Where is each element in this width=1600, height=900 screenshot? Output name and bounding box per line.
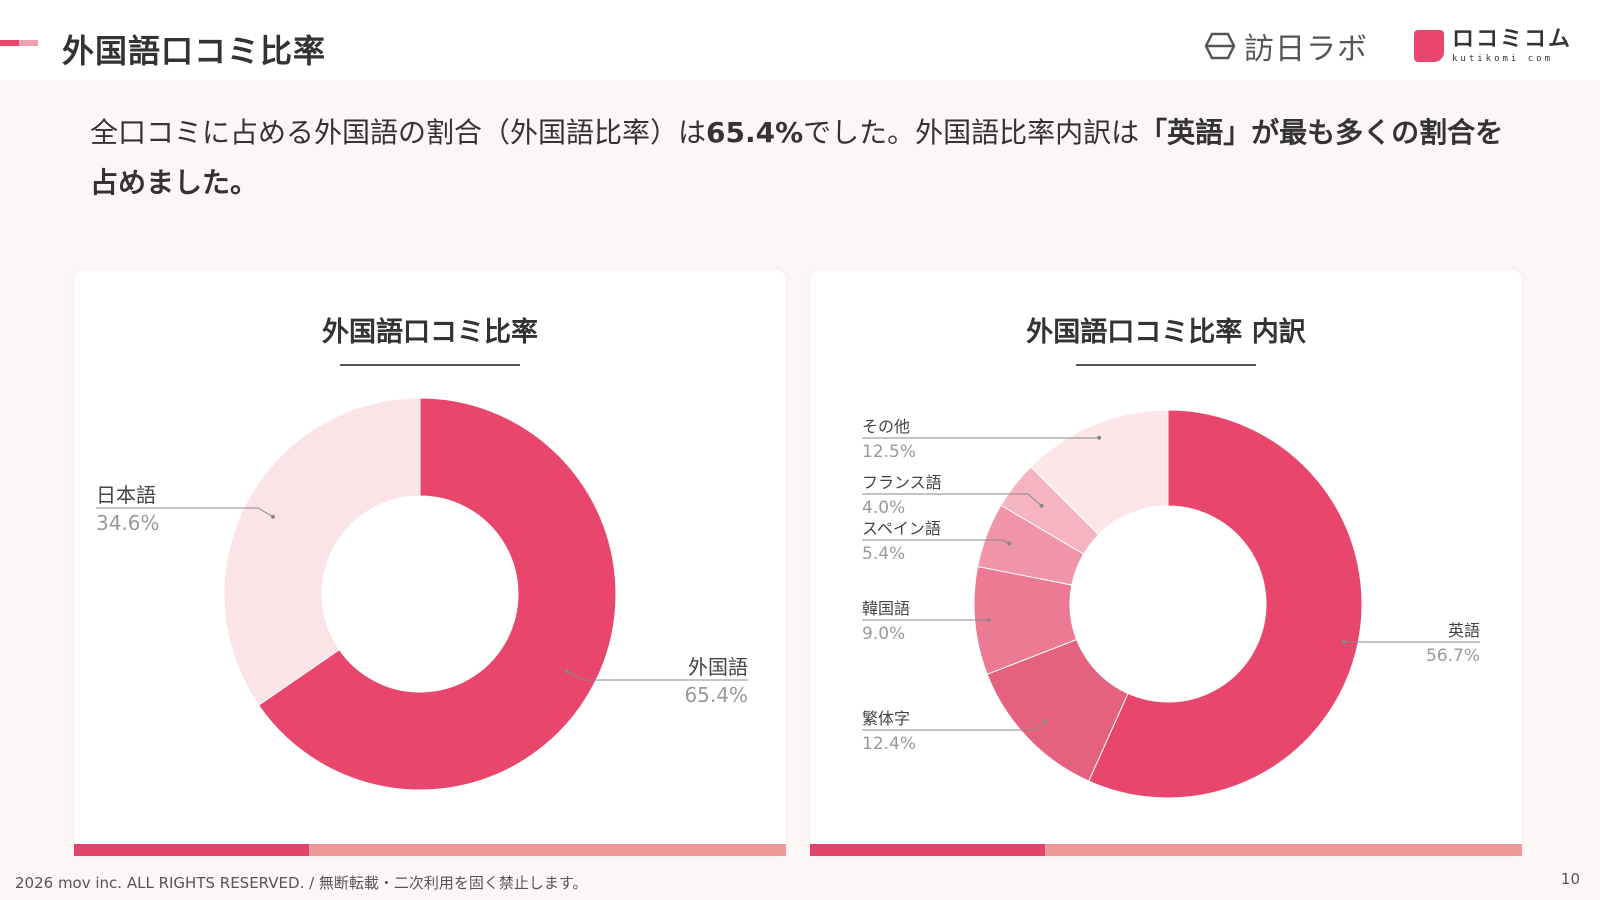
lead-text-bold2: 「英語」が最も多くの割合を占めました。 xyxy=(90,116,1504,199)
leader-dot-0 xyxy=(564,669,569,674)
lead-text-part2: でした。外国語比率内訳は xyxy=(803,116,1140,149)
slice-value-2: 9.0% xyxy=(862,624,905,644)
donut-slice-0 xyxy=(1088,409,1363,799)
chart-card-foreign-breakdown: 外国語口コミ比率 内訳 英語 56.7% 繁体字 12.4% 韓国語 9.0% スペイン語 5… xyxy=(810,270,1522,856)
leader-line-0 xyxy=(566,670,748,681)
card-bottom-bar xyxy=(74,844,786,856)
slice-label-0: 英語 xyxy=(1448,621,1480,640)
header: 外国語口コミ比率 訪日ラボ ロコミコム kutikomi com xyxy=(0,0,1600,80)
donut-slice-5 xyxy=(1030,409,1169,536)
chart-title-underline xyxy=(340,364,520,366)
slice-value-1: 12.4% xyxy=(862,734,916,754)
houbichi-logo: 訪日ラボ xyxy=(1204,26,1368,67)
slice-label-4: フランス語 xyxy=(862,473,942,492)
lead-text-bold1: 65.4% xyxy=(706,116,804,149)
page-number: 10 xyxy=(1560,870,1580,888)
leader-line-1 xyxy=(96,507,274,518)
kuchikomi-logo: ロコミコム kutikomi com xyxy=(1414,26,1572,66)
footer-copyright: 2026 mov inc. ALL RIGHTS RESERVED. / 無断転… xyxy=(15,874,588,892)
donut-chart-foreign-breakdown: 英語 56.7% 繁体字 12.4% 韓国語 9.0% スペイン語 5.4% フランス語 4.0%… xyxy=(862,409,1480,799)
slice-value-0: 65.4% xyxy=(684,683,748,707)
chart-title-foreign-breakdown: 外国語口コミ比率 内訳 xyxy=(1026,317,1306,348)
leader-line-4 xyxy=(862,493,1042,507)
houbichi-logo-icon xyxy=(1204,32,1236,60)
header-accent-bar xyxy=(0,40,38,46)
slice-label-1: 日本語 xyxy=(96,483,156,507)
slice-value-3: 5.4% xyxy=(862,544,905,564)
donut-slice-1 xyxy=(223,397,421,706)
slice-label-0: 外国語 xyxy=(688,655,748,679)
kuchikomi-logo-text: ロコミコム xyxy=(1452,26,1573,52)
slice-value-5: 12.5% xyxy=(862,442,916,462)
leader-line-1 xyxy=(862,720,1046,731)
slice-value-0: 56.7% xyxy=(1426,646,1480,666)
donut-slice-0 xyxy=(257,397,617,791)
slice-label-3: スペイン語 xyxy=(862,519,941,538)
page-title: 外国語口コミ比率 xyxy=(62,32,327,70)
kuchikomi-logo-icon xyxy=(1414,30,1444,62)
chart-title-underline xyxy=(1076,364,1256,366)
lead-text: 全口コミに占める外国語の割合（外国語比率）は65.4%でした。外国語比率内訳は「… xyxy=(90,108,1530,208)
houbichi-logo-text: 訪日ラボ xyxy=(1244,32,1368,67)
kuchikomi-logo-subtext: kutikomi com xyxy=(1452,53,1554,64)
lead-text-part1: 全口コミに占める外国語の割合（外国語比率）は xyxy=(90,116,707,149)
slice-value-4: 4.0% xyxy=(862,498,905,518)
slice-label-1: 繁体字 xyxy=(862,709,910,728)
donut-chart-foreign-ratio: 外国語 65.4% 日本語 34.6% xyxy=(96,397,748,791)
slice-value-1: 34.6% xyxy=(96,511,160,535)
leader-line-3 xyxy=(862,539,1010,544)
slice-label-2: 韓国語 xyxy=(862,599,910,618)
card-bottom-bar xyxy=(810,844,1522,856)
chart-card-foreign-ratio: 外国語口コミ比率 外国語 65.4% 日本語 34.6% xyxy=(74,270,786,856)
slice-label-5: その他 xyxy=(862,417,910,436)
chart-title-foreign-ratio: 外国語口コミ比率 xyxy=(322,317,538,348)
